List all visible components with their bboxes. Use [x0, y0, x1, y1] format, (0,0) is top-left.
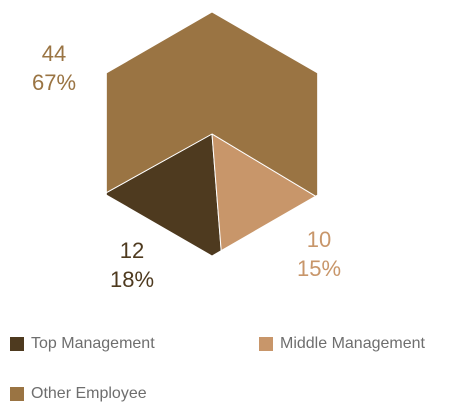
label-top-management: 12 18%	[97, 236, 167, 294]
legend-swatch-middle-management	[259, 337, 273, 351]
legend-item-middle-management[interactable]: Middle Management	[259, 335, 425, 353]
label-middle-management-value: 10	[306, 227, 332, 252]
legend-swatch-other-employee	[10, 387, 24, 401]
label-other-employee-percent: 67%	[31, 70, 77, 95]
legend-swatch-top-management	[10, 337, 24, 351]
label-top-management-value: 12	[119, 238, 145, 263]
label-top-management-percent: 18%	[109, 267, 155, 292]
legend-item-other-employee[interactable]: Other Employee	[10, 385, 147, 403]
label-other-employee: 44 67%	[19, 39, 89, 97]
slice-other-employee	[105, 11, 319, 197]
legend-item-top-management[interactable]: Top Management	[10, 335, 155, 353]
label-other-employee-value: 44	[41, 41, 67, 66]
legend-label-other-employee: Other Employee	[31, 385, 147, 402]
legend-label-middle-management: Middle Management	[280, 335, 425, 352]
legend-label-top-management: Top Management	[31, 335, 155, 352]
label-middle-management: 10 15%	[284, 225, 354, 283]
label-middle-management-percent: 15%	[296, 256, 342, 281]
pie-chart	[105, 11, 319, 257]
